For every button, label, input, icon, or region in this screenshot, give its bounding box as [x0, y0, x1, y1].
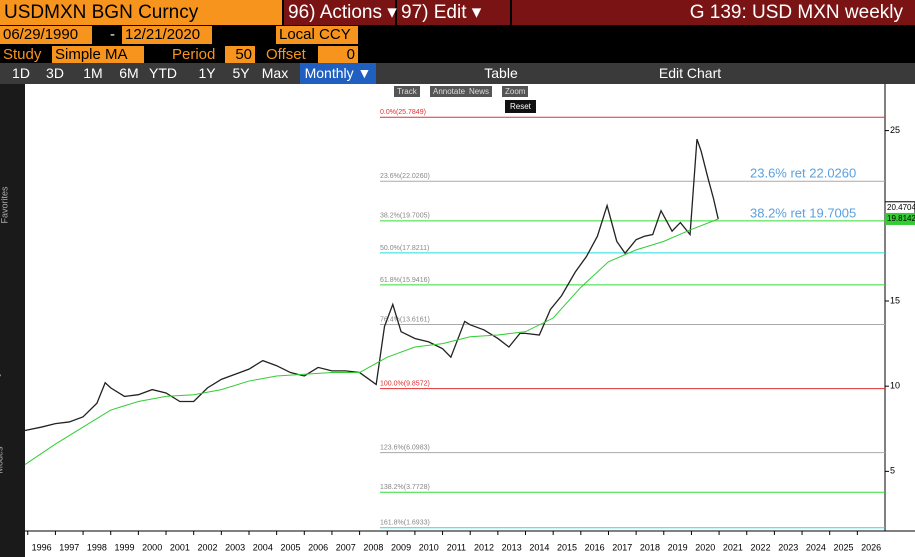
x-tick-label: 2013: [502, 542, 522, 552]
x-tick-label: 2010: [419, 542, 439, 552]
start-date[interactable]: 06/29/1990: [0, 26, 92, 44]
x-tick-label: 2024: [806, 542, 826, 552]
x-tick-label: 1999: [115, 542, 135, 552]
range-button[interactable]: 5Y: [232, 65, 250, 81]
x-tick-label: 2009: [391, 542, 411, 552]
fib-label: 61.8%(15.9416): [380, 277, 430, 284]
fib-label: 100.0%(9.8572): [380, 380, 430, 387]
range-button[interactable]: 1M: [83, 65, 103, 81]
tool-button[interactable]: Track: [394, 86, 420, 97]
y-tick-label: 5: [890, 466, 895, 476]
x-tick-label: 2002: [197, 542, 217, 552]
toolbar: [0, 63, 915, 84]
annotation: 23.6% ret 22.0260: [750, 166, 856, 181]
period-label: Period: [172, 46, 216, 63]
y-tick-label: 25: [890, 125, 900, 135]
range-button[interactable]: 3D: [46, 65, 64, 81]
x-tick-label: 2012: [474, 542, 494, 552]
x-tick-label: 2016: [585, 542, 605, 552]
y-tick-label: 10: [890, 381, 900, 391]
range-button[interactable]: 1Y: [198, 65, 216, 81]
date-sep: -: [110, 26, 115, 43]
x-tick-label: 2021: [723, 542, 743, 552]
fib-label: 23.6%(22.0260): [380, 173, 430, 180]
x-tick-label: 2018: [640, 542, 660, 552]
tool-button[interactable]: Zoom: [502, 86, 529, 97]
plot-bg: [25, 84, 885, 557]
fib-label: 76.4%(13.6161): [380, 316, 430, 323]
x-tick-label: 2007: [336, 542, 356, 552]
x-tick-label: 2006: [308, 542, 328, 552]
table-button[interactable]: Table: [484, 65, 518, 81]
range-button[interactable]: YTD: [149, 65, 177, 81]
edit-chart-button[interactable]: Edit Chart: [658, 65, 722, 81]
last-value-box: [885, 212, 915, 225]
annotation: 38.2% ret 19.7005: [750, 205, 856, 220]
currency[interactable]: Local CCY: [276, 26, 358, 44]
x-tick-label: 2005: [280, 542, 300, 552]
frequency[interactable]: Monthly ▼: [300, 63, 376, 84]
range-button[interactable]: 6M: [119, 65, 139, 81]
offset-label: Offset: [266, 46, 306, 63]
end-date[interactable]: 12/21/2020: [122, 26, 212, 44]
x-tick-label: 2023: [778, 542, 798, 552]
fib-label: 50.0%(17.8211): [380, 245, 429, 252]
side-label: Style: [0, 365, 1, 385]
range-button[interactable]: Max: [261, 65, 289, 81]
x-tick-label: 2015: [557, 542, 577, 552]
side-label: Modes: [0, 446, 5, 474]
x-tick-label: 2020: [695, 542, 715, 552]
study-label: Study: [3, 46, 42, 63]
reset-button[interactable]: Reset: [505, 100, 536, 113]
fib-label: 38.2%(19.7005): [380, 213, 430, 220]
y-axis-bg: [885, 84, 915, 557]
x-tick-label: 2022: [751, 542, 771, 552]
study[interactable]: Simple MA: [52, 46, 144, 64]
x-tick-label: 2019: [668, 542, 688, 552]
x-tick-label: 2004: [253, 542, 273, 552]
edit-menu[interactable]: 97) Edit ▾: [397, 0, 510, 25]
actions-menu[interactable]: 96) Actions ▾: [284, 0, 397, 25]
tool-button[interactable]: News: [466, 86, 493, 97]
x-tick-label: 2008: [363, 542, 383, 552]
last-value-label: 20.4704: [887, 203, 915, 212]
last-value-label: 19.8142: [887, 214, 915, 223]
sidebar: [0, 84, 25, 557]
tool-button[interactable]: Annotate: [430, 86, 469, 97]
x-tick-label: 2017: [612, 542, 632, 552]
period[interactable]: 50: [225, 46, 255, 64]
fib-label: 0.0%(25.7849): [380, 109, 426, 116]
x-tick-label: 2011: [447, 542, 466, 552]
x-tick-label: 1996: [32, 542, 52, 552]
x-tick-label: 2014: [529, 542, 549, 552]
x-tick-label: 2026: [861, 542, 881, 552]
window-title: G 139: USD MXN weekly: [512, 0, 915, 25]
x-tick-label: 2003: [225, 542, 245, 552]
fib-label: 123.6%(6.0983): [380, 444, 430, 451]
y-tick-label: 15: [890, 295, 900, 305]
side-label: Favorites: [0, 186, 10, 224]
price-line: [24, 218, 719, 465]
x-tick-label: 1997: [59, 542, 79, 552]
x-tick-label: 2025: [834, 542, 854, 552]
chart: 1996 1997 1998 1999 2000 2001 2002 2003 2004 2005…: [0, 84, 915, 557]
price-line: [24, 138, 719, 432]
range-button[interactable]: 1D: [12, 65, 30, 81]
x-tick-label: 2001: [170, 542, 190, 552]
x-tick-label: 2000: [142, 542, 162, 552]
offset[interactable]: 0: [318, 46, 358, 64]
fib-label: 138.2%(3.7728): [380, 484, 430, 491]
security[interactable]: USDMXN BGN Curncy: [0, 0, 282, 25]
fib-label: 161.8%(1.6933): [380, 520, 430, 527]
x-tick-label: 1998: [87, 542, 107, 552]
